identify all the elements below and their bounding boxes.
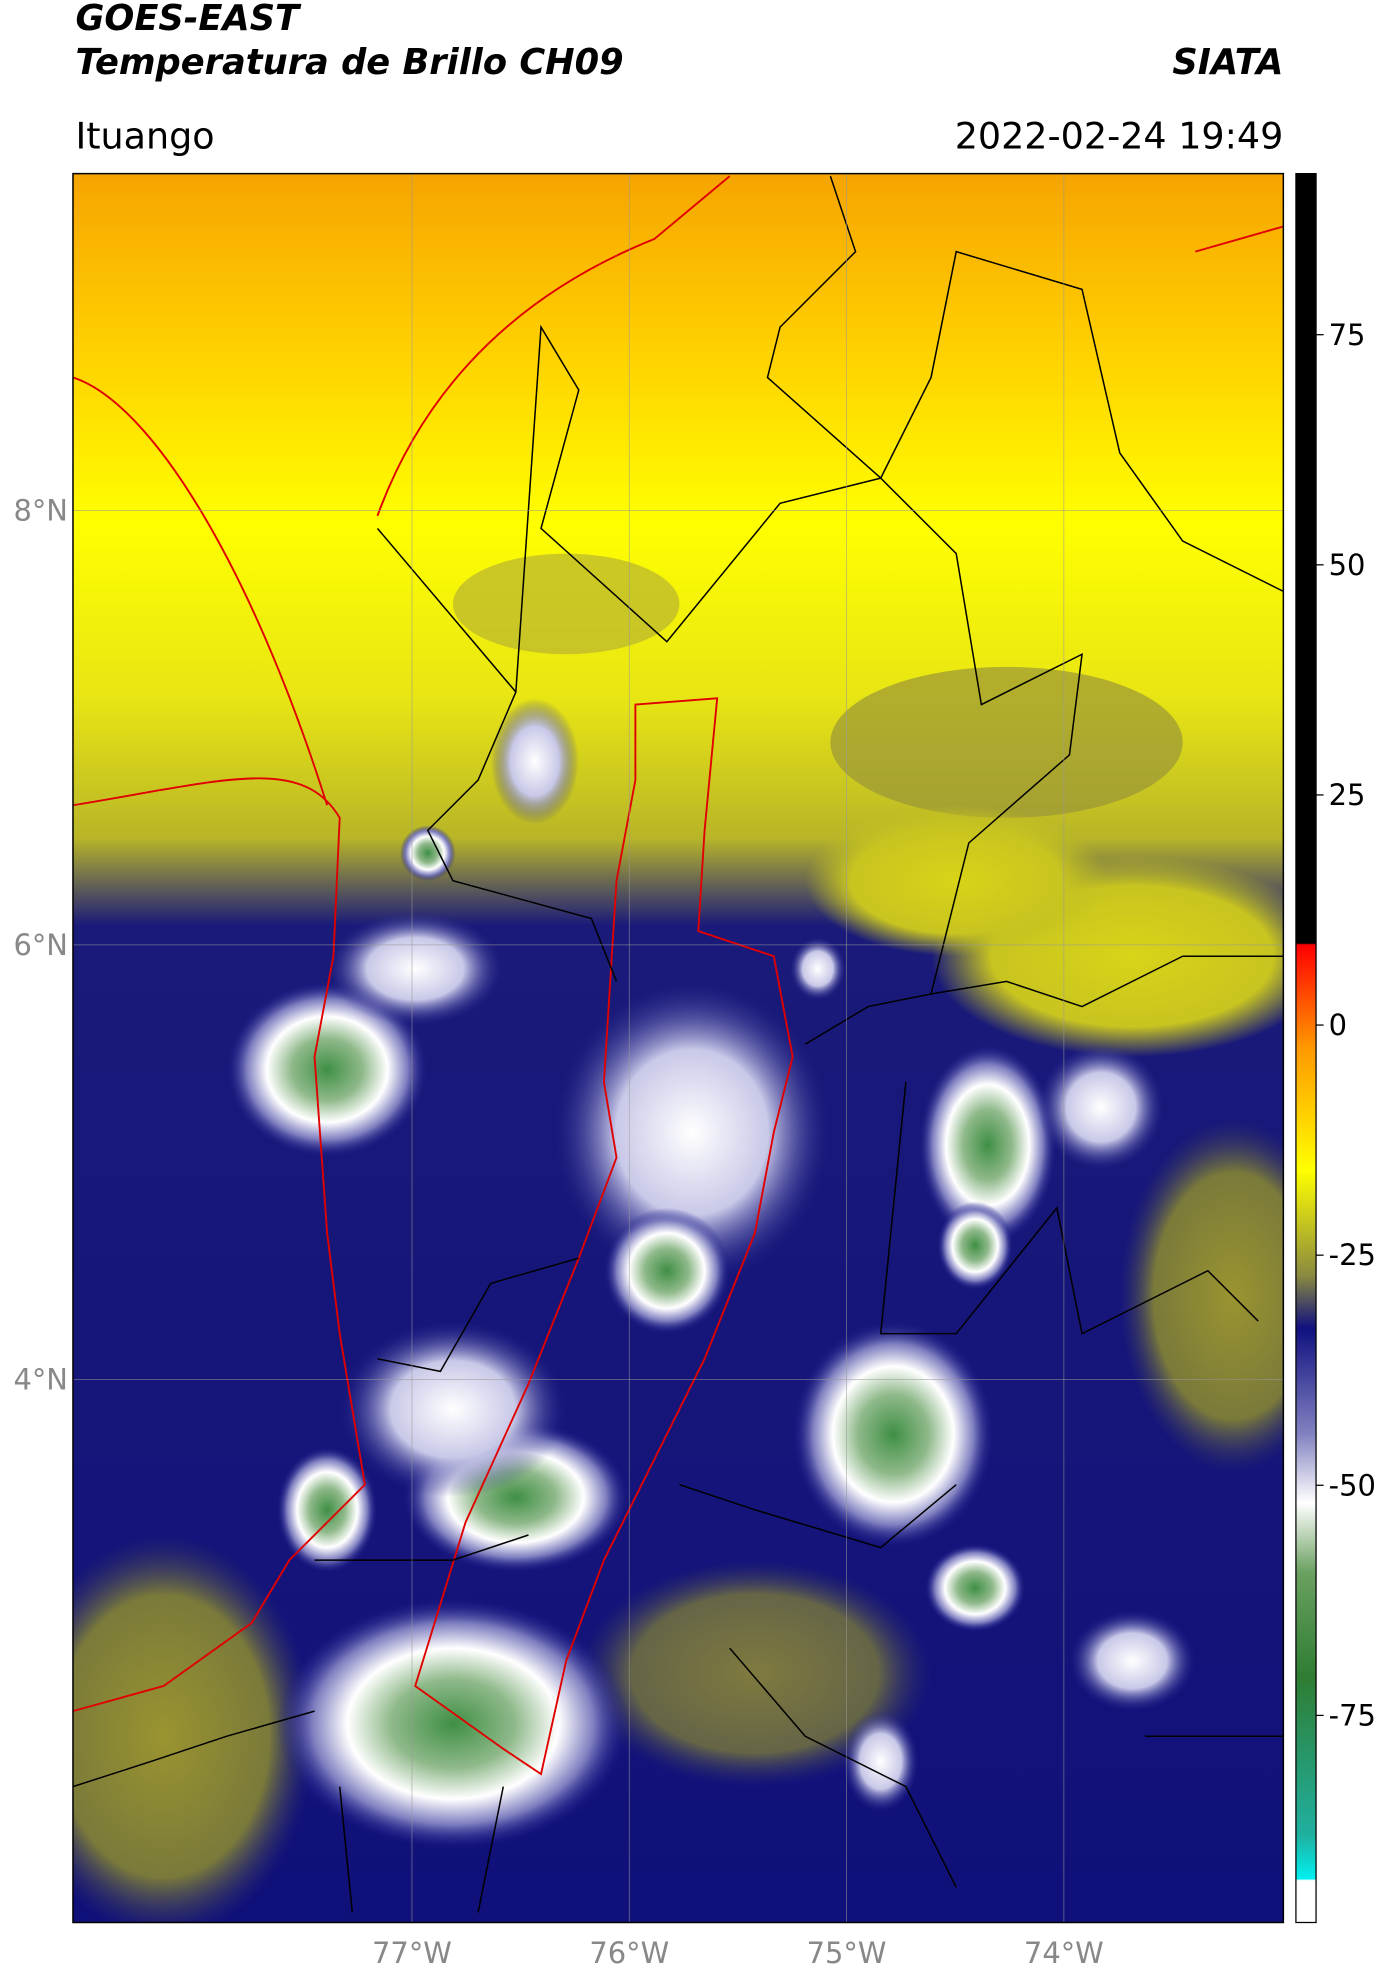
subtitle: Temperatura de Brillo CH09 (75, 42, 623, 83)
graticule (72, 173, 1284, 1923)
colorbar-label: -25 (1329, 1238, 1376, 1272)
colorbar-label: 0 (1329, 1008, 1347, 1042)
source: SIATA (1172, 42, 1283, 83)
colorbar-label: 50 (1329, 548, 1366, 582)
lon-label: 75°W (807, 1936, 887, 1970)
lat-label: 8°N (13, 493, 68, 527)
colorbar-label: -75 (1329, 1698, 1376, 1732)
title: GOES-EAST (75, 0, 302, 39)
lat-label: 4°N (13, 1362, 68, 1396)
colorbar-label: -50 (1329, 1468, 1376, 1502)
map-image (72, 173, 1284, 1923)
datetime: 2022-02-24 19:49 (955, 114, 1284, 157)
location: Ituango (75, 114, 214, 157)
lon-label: 76°W (589, 1936, 669, 1970)
lat-label: 6°N (13, 928, 68, 962)
colorbar-label: 75 (1329, 318, 1366, 352)
colorbar (1295, 172, 1317, 1924)
lon-label: 77°W (372, 1936, 452, 1970)
map-frame (72, 172, 1285, 1924)
lon-label: 74°W (1024, 1936, 1104, 1970)
colorbar-label: 25 (1329, 778, 1366, 812)
